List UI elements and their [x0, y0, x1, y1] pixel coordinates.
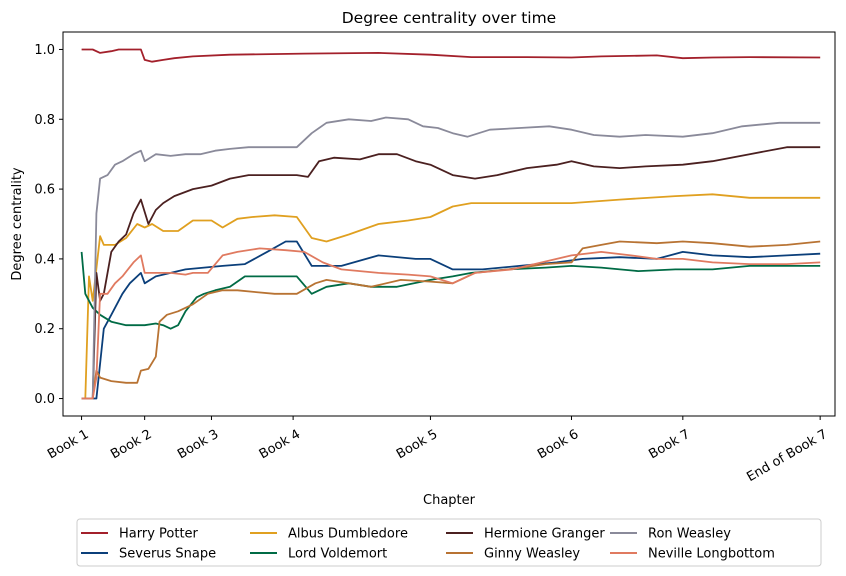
y-axis-ticks: 0.0 0.2 0.4 0.6 0.8 1.0: [34, 43, 63, 407]
y-tick-label: 0.4: [34, 252, 55, 267]
legend-label: Albus Dumbledore: [288, 527, 408, 542]
x-tick-label: Book 2: [108, 427, 154, 462]
series-line-ron-weasley: [81, 116, 821, 400]
legend-label: Ron Weasley: [648, 527, 731, 542]
plot-frame: [62, 31, 836, 417]
series-line-albus-dumbledore: [81, 193, 821, 400]
y-tick-label: 0.2: [34, 322, 55, 337]
series-line-hermione-granger: [81, 146, 821, 400]
legend-label: Hermione Granger: [484, 527, 605, 542]
legend: Harry Potter Severus Snape Albus Dumbledor…: [76, 518, 822, 567]
y-tick-label: 0.8: [34, 113, 55, 128]
legend-label: Ginny Weasley: [484, 547, 580, 562]
series-line-severus-snape: [81, 240, 821, 400]
legend-label: Lord Voldemort: [288, 547, 387, 562]
series-line-harry-potter: [81, 48, 821, 63]
x-tick-label: Book 4: [257, 427, 303, 462]
legend-label: Severus Snape: [119, 547, 216, 562]
y-tick-label: 0.6: [34, 183, 55, 198]
x-tick-label: Book 1: [45, 427, 91, 462]
x-axis-ticks: Book 1 Book 2 Book 3 Book 4 Book 5 Book 6 Book…: [45, 416, 830, 485]
legend-entry-ron-weasley: Ron Weasley: [610, 527, 731, 542]
plot-area: [62, 31, 836, 417]
legend-entry-hermione-granger: Hermione Granger: [446, 527, 605, 542]
y-tick-label: 0.0: [34, 392, 55, 407]
legend-label: Harry Potter: [119, 527, 199, 542]
legend-frame: [76, 518, 822, 567]
chart-title: Degree centrality over time: [342, 9, 556, 27]
legend-entry-ginny-weasley: Ginny Weasley: [446, 547, 580, 562]
series-layer: [80, 48, 821, 400]
legend-entry-severus-snape: Severus Snape: [81, 547, 216, 562]
legend-entry-harry-potter: Harry Potter: [81, 527, 199, 542]
series-line-ginny-weasley: [81, 240, 821, 400]
y-tick-label: 1.0: [34, 43, 55, 58]
x-tick-label: Book 5: [394, 427, 440, 462]
legend-entry-albus-dumbledore: Albus Dumbledore: [250, 527, 408, 542]
y-axis-label: Degree centrality: [10, 167, 25, 281]
legend-entry-neville-longbottom: Neville Longbottom: [610, 547, 775, 562]
legend-entry-lord-voldemort: Lord Voldemort: [250, 547, 387, 562]
legend-label: Neville Longbottom: [648, 547, 775, 562]
x-tick-label: Book 6: [535, 427, 581, 462]
x-tick-label: Book 7: [646, 427, 692, 462]
series-line-neville-longbottom: [81, 247, 821, 400]
x-tick-label: End of Book 7: [744, 427, 830, 485]
series-line-lord-voldemort: [80, 251, 821, 330]
x-axis-label: Chapter: [423, 493, 476, 508]
x-tick-label: Book 3: [175, 427, 221, 462]
legend-entries: Harry Potter Severus Snape Albus Dumbledor…: [81, 527, 775, 562]
